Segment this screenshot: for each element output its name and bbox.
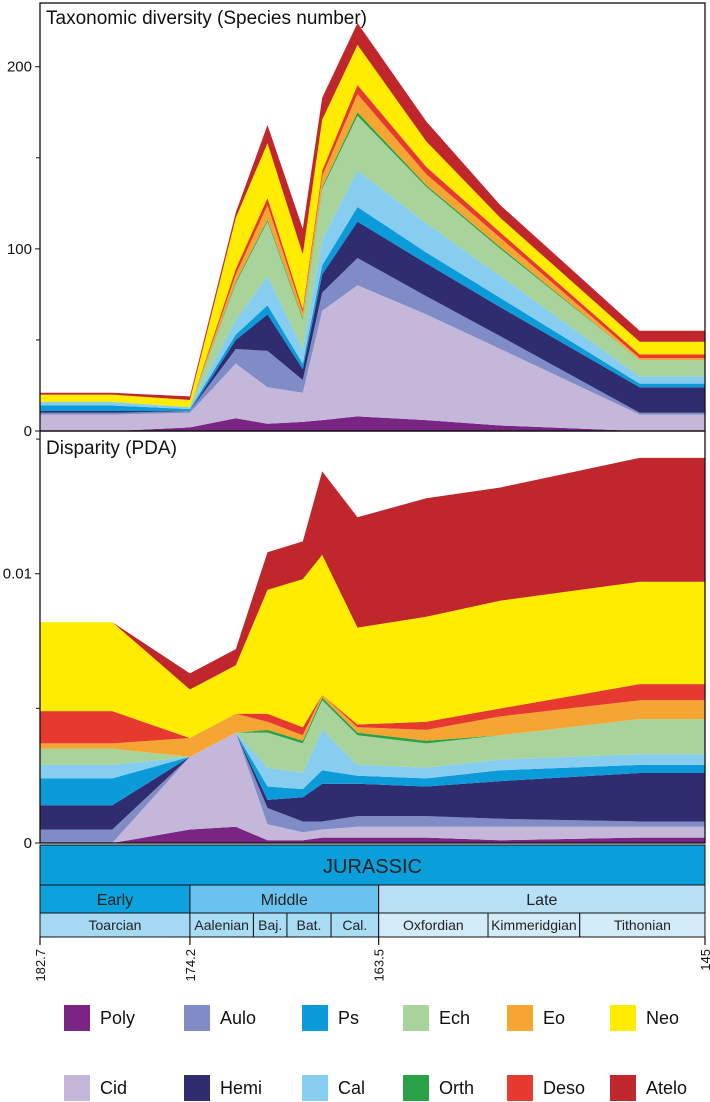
epoch-label: Middle <box>261 892 308 909</box>
stage-label: Bat. <box>297 917 322 933</box>
diversity-title: Taxonomic diversity (Species number) <box>46 8 367 29</box>
area-aulo <box>40 258 705 415</box>
stage-label: Baj. <box>258 917 282 933</box>
disparity-panel: 00.01 Disparity (PDA) <box>3 430 706 852</box>
stage-label: Cal. <box>342 917 367 933</box>
area-cid <box>40 732 705 843</box>
stage-label: Oxfordian <box>403 917 464 933</box>
disparity-frame <box>39 430 706 844</box>
stage-band <box>286 912 332 938</box>
disparity-areas <box>40 457 705 843</box>
y-tick-label: 100 <box>7 241 32 258</box>
area-cid <box>40 285 705 431</box>
area-neo <box>40 554 705 738</box>
x-tick-label: 163.5 <box>372 949 387 982</box>
area-ech <box>40 115 705 408</box>
stage-label: Aalenian <box>194 917 249 933</box>
area-atelo <box>40 457 705 690</box>
stage-label: Tithonian <box>614 917 671 933</box>
area-poly <box>40 826 705 843</box>
diversity-areas <box>40 23 705 431</box>
area-ps <box>40 732 705 806</box>
area-eo <box>40 694 705 757</box>
era-label: JURASSIC <box>323 856 422 878</box>
area-cal <box>40 729 705 790</box>
x-tick-label: 145 <box>698 949 710 971</box>
epoch-label: Early <box>97 892 133 909</box>
epoch-band <box>189 884 380 914</box>
geologic-timescale: JURASSIC Early Middle Late Toarcian Aalenian B… <box>39 844 706 938</box>
age-axis: 182.7 174.2 163.5 145 <box>33 937 710 982</box>
y-tick-label: 0.01 <box>3 566 32 583</box>
x-tick-label: 182.7 <box>33 949 48 982</box>
area-aulo <box>40 732 705 843</box>
stage-label: Kimmeridgian <box>491 917 577 933</box>
area-poly <box>40 416 705 431</box>
x-tick-label: 174.2 <box>183 949 198 982</box>
stage-band <box>487 912 581 938</box>
y-tick-label: 200 <box>7 59 32 76</box>
area-hemi <box>40 221 705 413</box>
y-tick-label: 0 <box>24 835 32 852</box>
area-hemi <box>40 732 705 830</box>
stage-band <box>252 912 288 938</box>
diversity-y-axis: 0 100 200 <box>7 59 40 440</box>
era-band <box>39 844 706 886</box>
stage-label: Toarcian <box>89 917 142 933</box>
stage-band <box>579 912 706 938</box>
disparity-title: Disparity (PDA) <box>46 438 177 459</box>
epoch-label: Late <box>526 892 557 909</box>
y-tick-label: 0 <box>24 423 32 440</box>
stage-band <box>39 912 191 938</box>
stage-band <box>330 912 380 938</box>
area-deso <box>40 684 705 744</box>
area-ech <box>40 700 705 773</box>
disparity-y-axis: 00.01 <box>3 438 40 852</box>
diversity-panel: 0 100 200 Taxonomic diversity (Species num… <box>7 2 706 440</box>
